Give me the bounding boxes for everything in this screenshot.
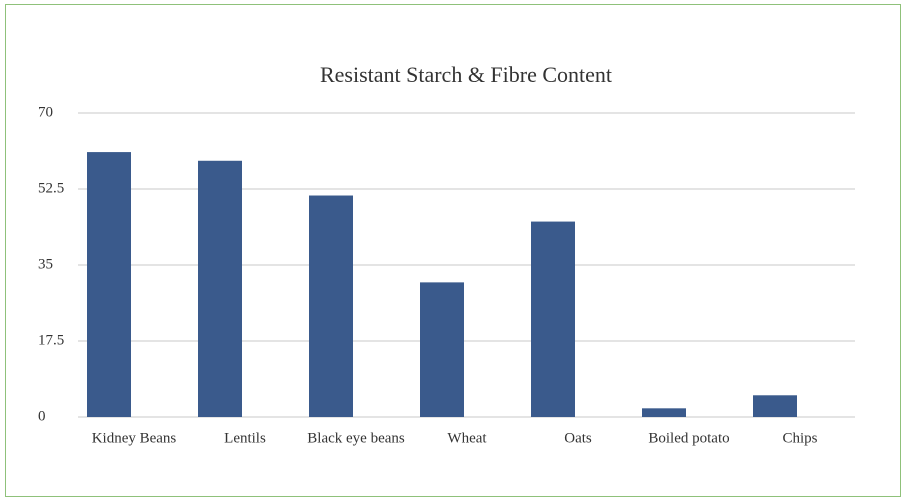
y-tick-label: 0 [38,408,46,424]
x-tick-label: Lentils [224,430,266,446]
y-tick-label: 17.5 [38,332,64,348]
bar [753,395,797,417]
y-tick-label: 52.5 [38,180,64,196]
x-tick-label: Chips [782,430,817,446]
bar [87,152,131,418]
bar [642,408,686,417]
x-tick-label: Black eye beans [307,430,405,446]
bar [309,195,353,417]
bar [420,282,464,417]
x-tick-label: Boiled potato [648,430,729,446]
bar [198,160,242,417]
x-tick-label: Kidney Beans [92,430,177,446]
bar [531,221,575,417]
x-tick-label: Wheat [447,430,487,446]
chart-title: Resistant Starch & Fibre Content [320,62,612,87]
x-tick-label: Oats [564,430,592,446]
y-tick-label: 70 [38,104,53,120]
y-tick-label: 35 [38,256,53,272]
